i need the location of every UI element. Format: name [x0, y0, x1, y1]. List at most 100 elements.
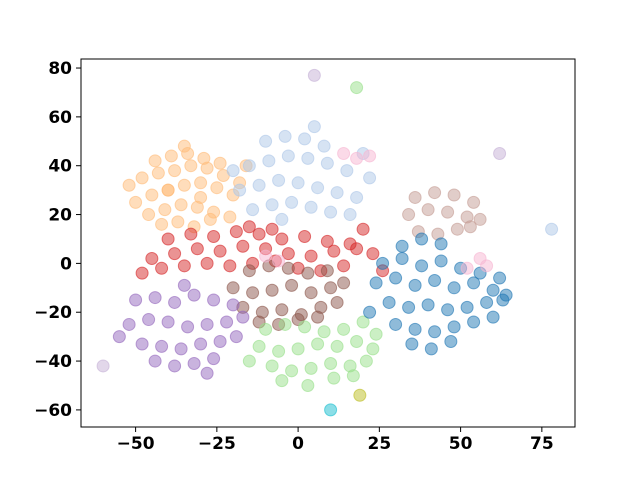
point — [424, 342, 438, 356]
point — [177, 178, 191, 192]
point — [356, 315, 370, 329]
point — [350, 81, 364, 95]
point — [200, 256, 214, 270]
point — [194, 190, 208, 204]
point — [330, 339, 344, 353]
point — [213, 335, 227, 349]
point — [463, 220, 477, 234]
point — [142, 208, 156, 222]
point — [194, 176, 208, 190]
point — [223, 259, 237, 273]
point — [320, 156, 334, 170]
point — [285, 278, 299, 292]
point — [177, 278, 191, 292]
point — [324, 403, 338, 417]
point — [428, 186, 442, 200]
point — [291, 342, 305, 356]
point — [259, 249, 273, 263]
point — [200, 317, 214, 331]
point — [129, 195, 143, 209]
point — [161, 183, 175, 197]
point — [242, 159, 256, 173]
point — [229, 330, 243, 344]
point — [408, 278, 422, 292]
point — [207, 230, 221, 244]
point — [242, 354, 256, 368]
point — [275, 374, 289, 388]
point — [226, 164, 240, 178]
y-tick-label: 80 — [48, 59, 72, 79]
point — [187, 288, 201, 302]
point — [301, 266, 315, 280]
point — [324, 357, 338, 371]
point — [190, 242, 204, 256]
points — [96, 68, 559, 417]
point — [415, 259, 429, 273]
point — [265, 283, 279, 297]
point — [415, 232, 429, 246]
point — [493, 147, 507, 161]
point — [311, 337, 325, 351]
point — [359, 354, 373, 368]
point — [441, 205, 455, 219]
point — [363, 149, 377, 163]
point — [307, 68, 321, 82]
point — [382, 295, 396, 309]
point — [320, 234, 334, 248]
point — [200, 366, 214, 380]
point — [467, 195, 481, 209]
point — [226, 298, 240, 312]
point — [252, 339, 266, 353]
point — [408, 190, 422, 204]
point — [145, 188, 159, 202]
point — [389, 317, 403, 331]
point — [327, 371, 341, 385]
x-tick-label: −50 — [117, 434, 155, 454]
point — [197, 151, 211, 165]
point — [259, 322, 273, 336]
point — [473, 212, 487, 226]
point — [265, 359, 279, 373]
point — [242, 220, 256, 234]
point — [291, 176, 305, 190]
point — [275, 303, 289, 317]
point — [327, 244, 341, 258]
point — [184, 159, 198, 173]
point — [207, 293, 221, 307]
point — [135, 337, 149, 351]
point — [278, 129, 292, 143]
point — [330, 186, 344, 200]
point — [220, 315, 234, 329]
point — [304, 200, 318, 214]
point — [281, 261, 295, 275]
point — [161, 315, 175, 329]
point — [447, 320, 461, 334]
point — [96, 359, 110, 373]
point — [122, 178, 136, 192]
point — [275, 232, 289, 246]
point — [447, 281, 461, 295]
point — [275, 212, 289, 226]
point — [298, 230, 312, 244]
point — [460, 261, 474, 275]
x-tick-label: 0 — [292, 434, 304, 454]
point — [486, 310, 500, 324]
point — [376, 256, 390, 270]
point — [164, 149, 178, 163]
point — [301, 378, 315, 392]
point — [434, 237, 448, 251]
point — [112, 330, 126, 344]
point — [421, 298, 435, 312]
point — [402, 208, 416, 222]
point — [184, 227, 198, 241]
point — [350, 335, 364, 349]
x-tick-label: −25 — [198, 434, 236, 454]
point — [122, 317, 136, 331]
point — [168, 247, 182, 261]
point — [259, 134, 273, 148]
point — [272, 344, 286, 358]
point — [324, 281, 338, 295]
point — [281, 149, 295, 163]
point — [395, 252, 409, 266]
